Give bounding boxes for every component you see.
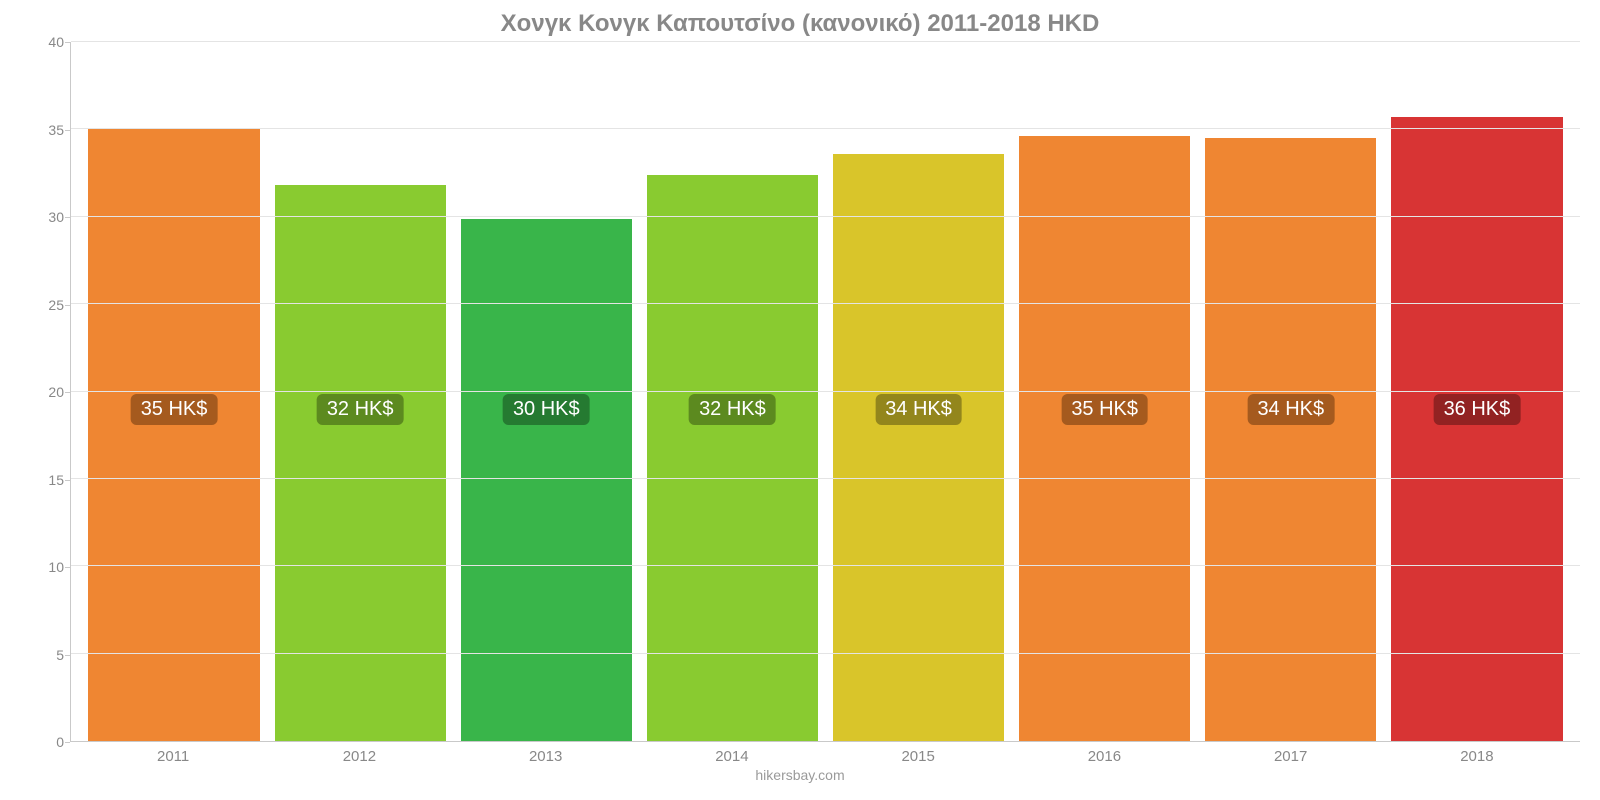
- bar: 35 HK$: [88, 129, 259, 741]
- x-tick-label: 2018: [1384, 742, 1570, 765]
- bar: 36 HK$: [1391, 117, 1562, 741]
- y-tick: 20: [48, 384, 64, 400]
- bar: 32 HK$: [647, 175, 818, 741]
- y-tick: 10: [48, 559, 64, 575]
- bar-slot: 35 HK$: [1012, 42, 1198, 741]
- bar-value-label: 35 HK$: [131, 394, 218, 425]
- x-tick-label: 2014: [639, 742, 825, 765]
- y-tick: 30: [48, 209, 64, 225]
- bar-slot: 34 HK$: [826, 42, 1012, 741]
- gridline: [71, 128, 1580, 129]
- x-tick-label: 2013: [453, 742, 639, 765]
- x-tick-label: 2012: [266, 742, 452, 765]
- y-tick: 25: [48, 297, 64, 313]
- bar-slot: 34 HK$: [1198, 42, 1384, 741]
- y-tick: 40: [48, 34, 64, 50]
- y-axis: 0510152025303540: [20, 42, 70, 742]
- gridline: [71, 653, 1580, 654]
- x-tick-label: 2017: [1198, 742, 1384, 765]
- footer-text: hikersbay.com: [20, 767, 1580, 783]
- bar-value-label: 36 HK$: [1434, 394, 1521, 425]
- chart-container: Χονγκ Κονγκ Καπουτσίνο (κανονικό) 2011-2…: [0, 0, 1600, 800]
- bars-container: 35 HK$ 32 HK$ 30 HK$ 32 HK$ 34 HK$ 35 HK$ 34 H…: [71, 42, 1580, 741]
- bar-value-label: 32 HK$: [317, 394, 404, 425]
- grid-area: 35 HK$ 32 HK$ 30 HK$ 32 HK$ 34 HK$ 35 HK$ 34 H…: [70, 42, 1580, 742]
- chart-title: Χονγκ Κονγκ Καπουτσίνο (κανονικό) 2011-2…: [20, 10, 1580, 38]
- bar-value-label: 30 HK$: [503, 394, 590, 425]
- bar: 34 HK$: [1205, 138, 1376, 741]
- x-tick-label: 2011: [80, 742, 266, 765]
- x-tick-label: 2016: [1011, 742, 1197, 765]
- plot-area: 0510152025303540 35 HK$32 HK$30 HK$32 HK…: [20, 42, 1580, 742]
- bar-slot: 32 HK$: [639, 42, 825, 741]
- bar: 32 HK$: [275, 185, 446, 741]
- gridline: [71, 391, 1580, 392]
- y-tick: 0: [56, 734, 64, 750]
- y-tick: 15: [48, 472, 64, 488]
- x-tick-label: 2015: [825, 742, 1011, 765]
- gridline: [71, 41, 1580, 42]
- bar-value-label: 35 HK$: [1061, 394, 1148, 425]
- bar-slot: 32 HK$: [267, 42, 453, 741]
- bar-value-label: 34 HK$: [1247, 394, 1334, 425]
- bar-slot: 30 HK$: [453, 42, 639, 741]
- gridline: [71, 303, 1580, 304]
- bar-slot: 36 HK$: [1384, 42, 1570, 741]
- bar-value-label: 34 HK$: [875, 394, 962, 425]
- gridline: [71, 216, 1580, 217]
- x-axis-labels: 20112012201320142015201620172018: [70, 742, 1580, 765]
- gridline: [71, 478, 1580, 479]
- bar-slot: 35 HK$: [81, 42, 267, 741]
- gridline: [71, 565, 1580, 566]
- bar-value-label: 32 HK$: [689, 394, 776, 425]
- y-tick: 5: [56, 647, 64, 663]
- y-tick: 35: [48, 122, 64, 138]
- bar: 35 HK$: [1019, 136, 1190, 741]
- bar: 30 HK$: [461, 219, 632, 742]
